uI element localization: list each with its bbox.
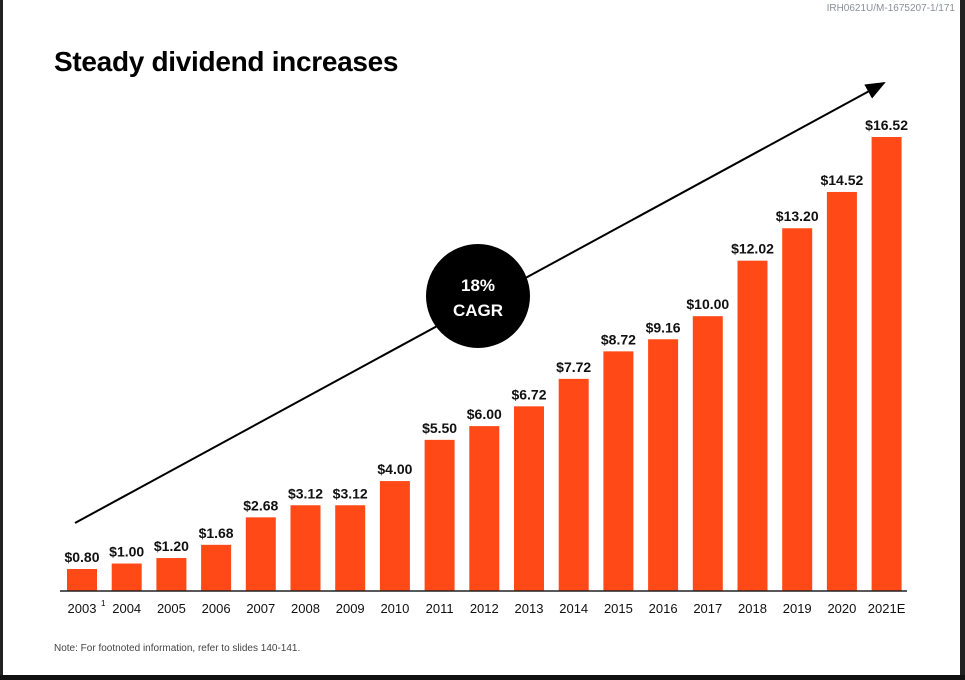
frame-bottom: [0, 675, 965, 680]
cagr-badge: [426, 244, 530, 348]
bar-2008: [290, 505, 321, 591]
x-tick-label: 2010: [380, 601, 409, 616]
x-tick-label: 2006: [202, 601, 231, 616]
x-tick-label: 2012: [470, 601, 499, 616]
x-tick-label: 2014: [559, 601, 588, 616]
data-label: $9.16: [646, 319, 681, 335]
bar-2018: [737, 260, 768, 591]
bar-2006: [201, 544, 232, 591]
x-tick-label: 2013: [515, 601, 544, 616]
bar-2020: [826, 191, 857, 591]
footnote: Note: For footnoted information, refer t…: [54, 643, 301, 654]
frame-right: [960, 0, 965, 680]
x-tick-label: 2008: [291, 601, 320, 616]
data-label: $14.52: [820, 172, 863, 188]
bar-2017: [692, 316, 723, 591]
data-label: $4.00: [377, 461, 412, 477]
bar-2004: [111, 563, 142, 591]
bar-2012: [469, 426, 500, 591]
x-tick-label: 2009: [336, 601, 365, 616]
bar-2005: [156, 558, 187, 591]
bar-2010: [379, 481, 410, 591]
bar-2007: [245, 517, 276, 591]
bar-2003: [67, 569, 97, 591]
bar-2019: [782, 228, 813, 591]
x-tick-label: 2004: [112, 601, 141, 616]
cagr-label: CAGR: [453, 301, 503, 320]
x-tick-label: 2018: [738, 601, 767, 616]
bar-2021E: [871, 137, 902, 591]
data-label: $6.72: [511, 386, 546, 402]
data-label: $2.68: [243, 497, 278, 513]
x-tick-label: 2020: [827, 601, 856, 616]
x-tick-label: 2003: [68, 601, 97, 616]
data-label: $1.20: [154, 538, 189, 554]
x-tick-label: 2017: [693, 601, 722, 616]
data-label: $0.80: [64, 549, 99, 565]
data-label: $5.50: [422, 420, 457, 436]
x-tick-label: 2019: [783, 601, 812, 616]
cagr-value: 18%: [461, 276, 495, 295]
x-tick-label: 2011: [426, 601, 454, 616]
bar-2009: [335, 505, 366, 591]
x-tick-label: 2005: [157, 601, 186, 616]
data-label: $3.12: [333, 485, 368, 501]
bar-2011: [424, 439, 455, 591]
document-id: IRH0621U/M-1675207-1/171: [826, 3, 955, 14]
data-label: $13.20: [776, 208, 819, 224]
data-label: $12.02: [731, 241, 774, 257]
bar-2016: [648, 339, 679, 591]
x-tick-label: 2016: [649, 601, 678, 616]
data-label: $7.72: [556, 359, 591, 375]
bar-2014: [558, 378, 589, 591]
data-label: $1.68: [199, 525, 234, 541]
data-label: $16.52: [865, 117, 908, 133]
data-label: $3.12: [288, 485, 323, 501]
data-label: $6.00: [467, 406, 502, 422]
chart-title: Steady dividend increases: [54, 46, 399, 77]
frame-left: [0, 0, 3, 680]
bar-2015: [603, 351, 634, 591]
x-tick-label: 2021E: [868, 601, 906, 616]
bar-2013: [514, 406, 544, 591]
data-label: $1.00: [109, 544, 144, 560]
footnote-marker: 1: [101, 599, 106, 608]
data-label: $8.72: [601, 331, 636, 347]
data-label: $10.00: [686, 296, 729, 312]
x-tick-label: 2015: [604, 601, 633, 616]
x-tick-label: 2007: [246, 601, 275, 616]
